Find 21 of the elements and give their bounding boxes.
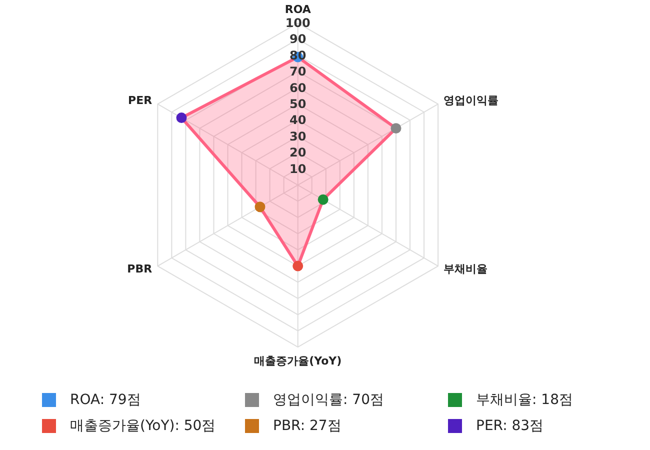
spoke-label: 영업이익률 — [444, 94, 499, 107]
spoke-label: 매출증가율(YoY) — [254, 354, 342, 368]
y-tick-label: 70 — [290, 64, 306, 79]
y-tick-label: 20 — [290, 146, 306, 160]
y-tick-label: 10 — [290, 162, 306, 176]
y-tick-label: 90 — [290, 32, 306, 46]
text: 부채비율: 18점 — [476, 391, 573, 409]
text: PER: 83점 — [476, 417, 544, 435]
spoke-label: ROA — [284, 3, 312, 16]
y-tick-label: 40 — [290, 113, 306, 128]
y-tick-label: 50 — [290, 97, 306, 112]
text: 영업이익률: 70점 — [273, 391, 384, 409]
text: ROA: 79점 — [70, 391, 141, 409]
y-tick-label: 100 — [285, 16, 310, 30]
text: PBR: 27점 — [273, 417, 342, 435]
text: 매출증가율(YoY): 50점 — [70, 417, 216, 435]
spoke-label: PER — [128, 94, 153, 107]
y-tick-label: 60 — [290, 80, 306, 95]
y-tick-label: 30 — [290, 129, 306, 144]
spoke-label: PBR — [127, 262, 153, 276]
spoke-label: 부채비율 — [444, 262, 488, 276]
